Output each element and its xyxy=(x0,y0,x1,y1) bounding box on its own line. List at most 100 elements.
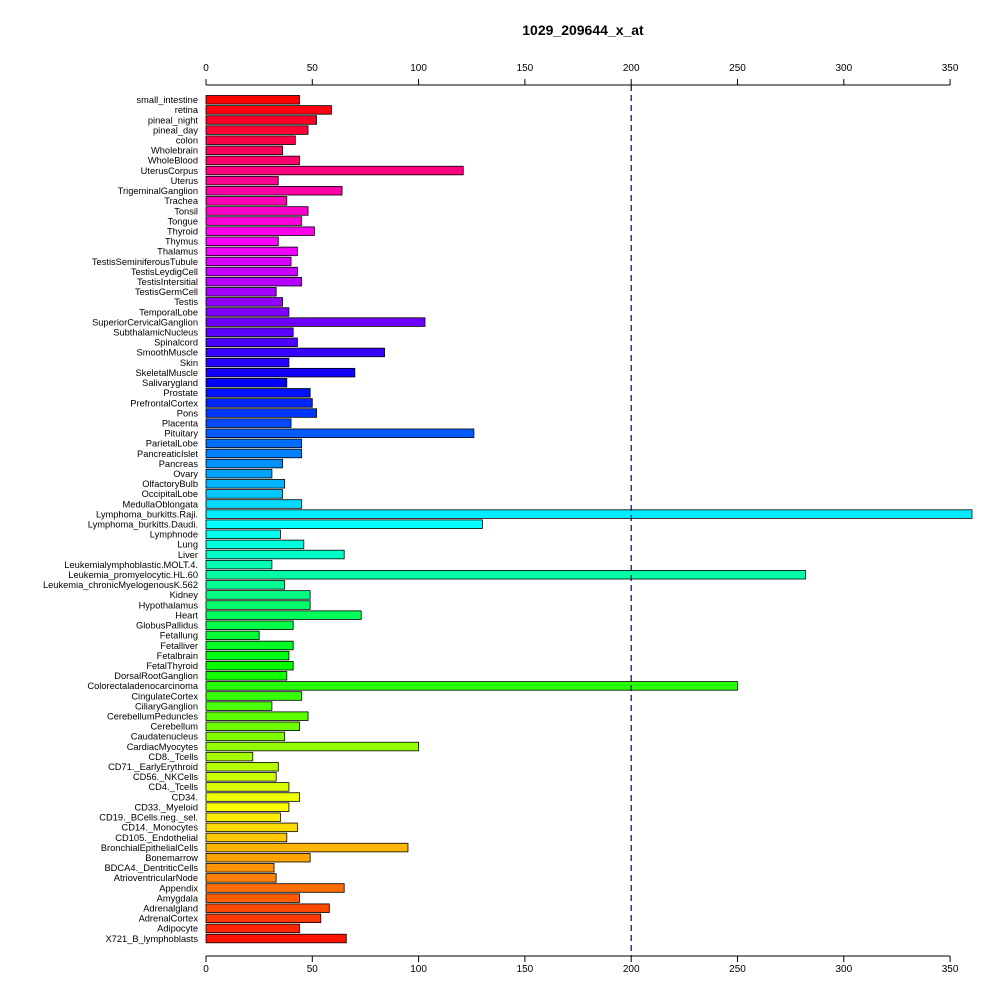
category-label: Pancreas xyxy=(159,459,199,469)
category-label: SkeletalMuscle xyxy=(135,368,198,378)
bar xyxy=(205,701,273,711)
bar-series xyxy=(205,95,973,944)
bar xyxy=(205,751,254,762)
category-label: MedullaOblongata xyxy=(123,499,199,509)
category-label: Tonsil xyxy=(174,206,198,216)
category-label: SmoothMuscle xyxy=(137,348,199,358)
bar xyxy=(205,489,283,499)
bar xyxy=(205,206,309,216)
bar xyxy=(205,822,298,833)
category-label: Adipocyte xyxy=(157,924,198,934)
bar xyxy=(205,650,290,661)
category-label: Lymphoma_burkitts.Daudi. xyxy=(88,520,198,530)
category-label: CD56._NKCells xyxy=(133,772,198,782)
bar xyxy=(205,620,294,630)
category-label: SubthalamicNucleus xyxy=(113,328,198,338)
bar xyxy=(205,863,275,873)
bar xyxy=(205,226,315,236)
bar xyxy=(205,256,292,267)
bar xyxy=(205,276,303,287)
category-label: CD14._Monocytes xyxy=(122,823,199,833)
category-label: Bonemarrow xyxy=(145,853,198,863)
bar xyxy=(205,175,279,186)
bar xyxy=(205,630,260,641)
bar xyxy=(205,509,973,519)
bar xyxy=(205,913,322,924)
bar xyxy=(205,660,294,671)
category-label: Prostate xyxy=(163,388,198,398)
bar xyxy=(205,792,300,802)
chart-title: 1029_209644_x_at xyxy=(522,22,644,38)
bar xyxy=(205,539,305,550)
category-label: Adrenalgland xyxy=(143,904,198,914)
category-label: BDCA4._DentriticCells xyxy=(104,863,198,873)
category-label: Kidney xyxy=(170,590,199,600)
category-label: CD71._EarlyErythroid xyxy=(108,762,198,772)
bar xyxy=(205,529,281,540)
bar xyxy=(205,186,343,196)
category-label: TestisGermCell xyxy=(135,287,198,297)
bar xyxy=(205,832,288,843)
bar xyxy=(205,458,283,469)
tick-label: 150 xyxy=(517,964,534,975)
category-label: CD33._Myeloid xyxy=(134,802,198,812)
category-label: Testis xyxy=(174,297,198,307)
bar xyxy=(205,307,290,317)
category-label: pineal_day xyxy=(153,125,198,135)
category-label: Thalamus xyxy=(157,247,198,257)
tick-label: 100 xyxy=(410,964,427,975)
bar xyxy=(205,590,311,600)
category-label: Leukemia_chronicMyelogenousK.562 xyxy=(43,580,198,590)
category-label: Heart xyxy=(175,610,198,620)
category-label: Pituitary xyxy=(164,429,198,439)
category-label: Lymphoma_burkitts.Raji. xyxy=(96,509,198,519)
tick-label: 350 xyxy=(942,964,959,975)
bar xyxy=(205,933,347,944)
bar xyxy=(205,600,311,610)
bar xyxy=(205,499,303,509)
category-label: Hypothalamus xyxy=(139,600,199,610)
category-label: WholeBlood xyxy=(148,156,198,166)
category-label: BronchialEpithelialCells xyxy=(101,843,199,853)
category-label: TestisLeydigCell xyxy=(131,267,198,277)
bar xyxy=(205,165,464,176)
bar xyxy=(205,388,311,398)
category-label: Appendix xyxy=(159,883,198,893)
bar xyxy=(205,580,286,590)
category-label: OccipitalLobe xyxy=(142,489,198,499)
category-label: CD8._Tcells xyxy=(148,752,198,762)
bar xyxy=(205,236,279,246)
bar xyxy=(205,357,290,368)
tick-label: 200 xyxy=(623,63,640,74)
category-label: TestisIntersitial xyxy=(137,277,198,287)
top-x-axis: 0 50 100 150 200 250 300 350 xyxy=(203,63,959,86)
category-label: FetalThyroid xyxy=(146,661,198,671)
category-label: Fetalliver xyxy=(160,641,198,651)
bar xyxy=(205,842,409,853)
category-label: Trachea xyxy=(164,196,199,206)
bar xyxy=(205,903,330,913)
category-label: Lymphnode xyxy=(150,530,198,540)
bar xyxy=(205,893,300,903)
category-label: colon xyxy=(176,136,198,146)
bar xyxy=(205,549,345,560)
tick-label: 100 xyxy=(410,63,427,74)
bottom-x-axis: 0 50 100 150 200 250 300 350 xyxy=(203,955,959,975)
category-label: AtrioventricularNode xyxy=(114,873,198,883)
bar xyxy=(205,731,286,742)
tick-label: 300 xyxy=(835,63,852,74)
category-label: Pons xyxy=(177,408,199,418)
bar xyxy=(205,681,738,691)
category-label: CingulateCortex xyxy=(131,691,198,701)
category-label: DorsalRootGanglion xyxy=(114,671,198,681)
category-label: pineal_night xyxy=(148,115,199,125)
bar xyxy=(205,812,281,822)
category-label: Fetalbrain xyxy=(157,651,198,661)
bar xyxy=(205,155,300,166)
category-label: Salivarygland xyxy=(142,378,198,388)
bar xyxy=(205,762,279,772)
tick-label: 200 xyxy=(623,964,640,975)
category-label: PancreaticIslet xyxy=(137,449,198,459)
bar xyxy=(205,125,309,135)
bar xyxy=(205,923,300,934)
